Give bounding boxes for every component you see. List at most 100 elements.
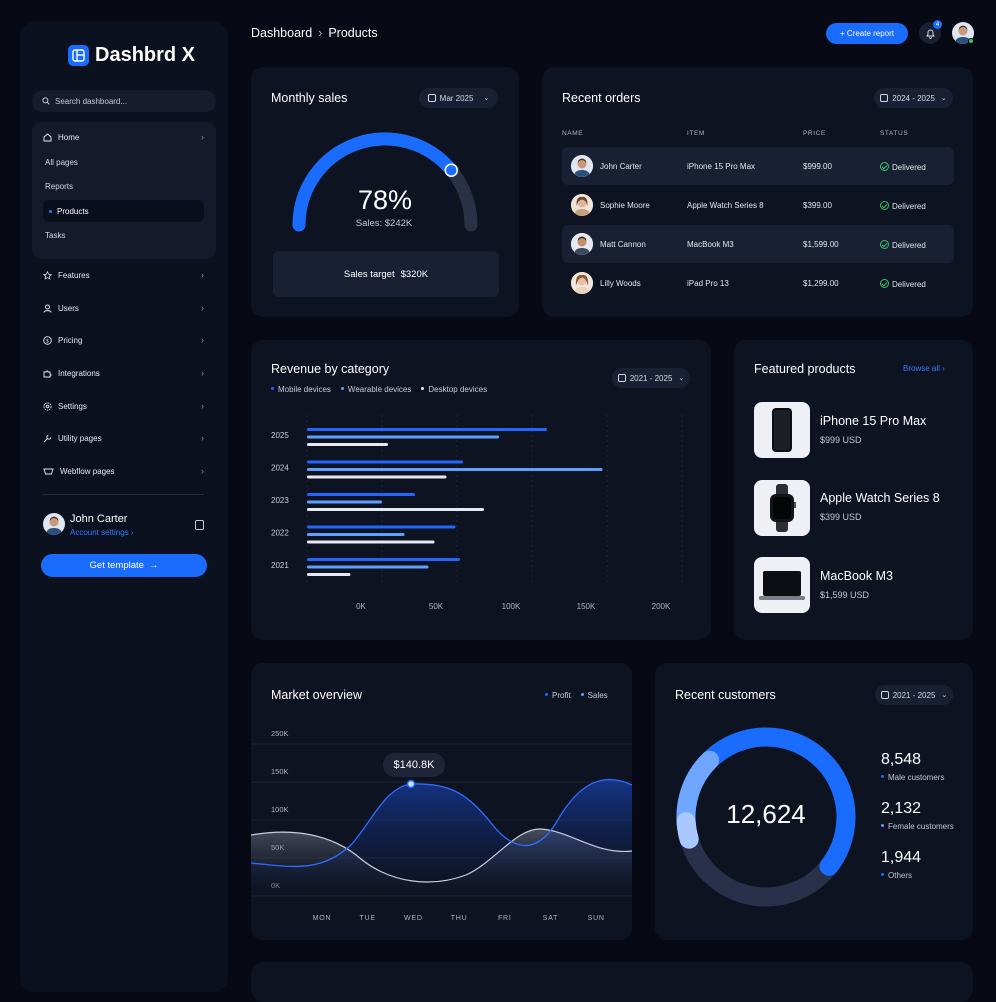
- chevron-down-icon: ⌄: [483, 95, 490, 102]
- sidebar-item-home[interactable]: Home ›: [32, 127, 216, 147]
- sidebar-item-users[interactable]: Users ›: [32, 298, 216, 318]
- col-header-item: ITEM: [687, 130, 705, 137]
- svg-text:$: $: [46, 338, 49, 344]
- sidebar-subitem-products[interactable]: Products: [43, 200, 204, 222]
- customers-period-select[interactable]: 2021 - 2025 ⌄: [875, 685, 953, 705]
- bar[interactable]: [307, 493, 415, 496]
- bar[interactable]: [307, 565, 429, 569]
- revenue-legend: Mobile devices Wearable devices Desktop …: [271, 385, 487, 394]
- bar[interactable]: [307, 533, 405, 536]
- app-title: Dashbrd X: [95, 43, 196, 66]
- recent-customers-card: Recent customers 2021 - 2025 ⌄ 12,624 8,…: [655, 663, 973, 940]
- product-image-macbook[interactable]: [754, 557, 810, 613]
- revenue-bar-chart: 0K50K100K150K200K250K2025202420232022202…: [271, 415, 683, 611]
- monthly-sales-period-select[interactable]: Mar 2025 ⌄: [419, 88, 498, 108]
- create-report-button[interactable]: + Create report: [826, 23, 908, 44]
- sidebar-collapse-icon[interactable]: [195, 520, 204, 530]
- bar[interactable]: [307, 573, 351, 576]
- bar[interactable]: [307, 558, 460, 561]
- gauge-percent: 78%: [357, 185, 413, 215]
- featured-title: Featured products: [754, 362, 856, 376]
- chevron-down-icon: ⌄: [941, 692, 948, 699]
- notifications-button[interactable]: 4: [919, 20, 942, 44]
- chevron-right-icon: ›: [201, 401, 204, 411]
- arrow-right-icon: →: [148, 560, 159, 571]
- revenue-period-select[interactable]: 2021 - 2025 ⌄: [612, 368, 690, 388]
- bar[interactable]: [307, 525, 456, 529]
- x-tick-label: WED: [404, 915, 423, 922]
- table-row[interactable]: Lilly Woods iPad Pro 13 $1,299.00 Delive…: [562, 264, 954, 302]
- sidebar-item-features[interactable]: Features ›: [32, 265, 216, 285]
- bar[interactable]: [307, 540, 435, 544]
- sidebar-subitem-all-pages[interactable]: All pages: [45, 157, 78, 167]
- x-tick-label: 50K: [429, 602, 444, 611]
- check-circle-icon: [880, 201, 889, 210]
- col-header-name: NAME: [562, 130, 584, 137]
- bar[interactable]: [307, 500, 382, 504]
- y-tick-label: 2022: [271, 529, 289, 538]
- profit-line: [251, 779, 632, 868]
- sidebar-item-pricing[interactable]: $ Pricing ›: [32, 330, 216, 350]
- product-image-watch[interactable]: [754, 480, 810, 536]
- home-icon: [43, 132, 52, 141]
- product-name[interactable]: MacBook M3: [820, 569, 893, 583]
- breadcrumb: Dashboard › Products: [251, 26, 378, 40]
- notification-badge: 4: [933, 20, 942, 29]
- bar[interactable]: [307, 443, 388, 446]
- bar[interactable]: [307, 460, 463, 464]
- sidebar-item-webflow-pages[interactable]: Webflow pages ›: [32, 461, 216, 481]
- customer-avatar: [571, 155, 593, 177]
- check-circle-icon: [880, 240, 889, 249]
- product-image-iphone[interactable]: [754, 402, 810, 458]
- bar[interactable]: [307, 428, 547, 431]
- recent-orders-title: Recent orders: [562, 91, 641, 105]
- highlight-point[interactable]: [406, 779, 416, 789]
- bottom-card: [251, 962, 973, 1002]
- account-settings-link[interactable]: Account settings ›: [70, 528, 134, 537]
- product-name[interactable]: iPhone 15 Pro Max: [820, 414, 927, 428]
- gear-icon: [43, 401, 52, 411]
- table-row[interactable]: Matt Cannon MacBook M3 $1,599.00 Deliver…: [562, 225, 954, 263]
- legend-sales: Sales: [580, 691, 608, 700]
- chevron-down-icon: ⌄: [678, 375, 685, 382]
- table-row[interactable]: Sophie Moore Apple Watch Series 8 $399.0…: [562, 186, 954, 224]
- bar[interactable]: [307, 468, 603, 471]
- market-area-chart: 250K150K100K50K0KMONTUEWEDTHUFRISATSUN: [251, 729, 632, 922]
- sidebar: Dashbrd X Search dashboard... Home › All…: [20, 22, 228, 992]
- customers-title: Recent customers: [675, 688, 776, 702]
- avatar[interactable]: [43, 513, 65, 535]
- calendar-icon: [880, 691, 889, 699]
- search-placeholder: Search dashboard...: [55, 96, 128, 106]
- sidebar-item-integrations[interactable]: Integrations ›: [32, 363, 216, 383]
- status-badge: Delivered: [880, 162, 926, 172]
- sidebar-subitem-tasks[interactable]: Tasks: [45, 230, 66, 240]
- customers-total: 12,624: [726, 799, 806, 829]
- x-tick-label: SAT: [543, 915, 559, 922]
- bar[interactable]: [307, 435, 499, 439]
- y-tick-label: 2021: [271, 561, 289, 570]
- customer-avatar: [571, 233, 593, 255]
- bar[interactable]: [307, 475, 447, 479]
- table-row[interactable]: John Carter iPhone 15 Pro Max $999.00 De…: [562, 147, 954, 185]
- legend-wearable: Wearable devices: [340, 385, 411, 394]
- bar[interactable]: [307, 508, 484, 511]
- browse-all-link[interactable]: Browse all ›: [903, 364, 945, 373]
- x-tick-label: SUN: [588, 915, 605, 922]
- search-input[interactable]: Search dashboard...: [32, 90, 216, 112]
- legend-mobile: Mobile devices: [271, 385, 331, 394]
- x-tick-label: 100K: [502, 602, 521, 611]
- revenue-card: Revenue by category Mobile devices Weara…: [251, 340, 711, 640]
- sidebar-item-utility-pages[interactable]: Utility pages ›: [32, 428, 216, 448]
- donut-others-highlight[interactable]: [676, 812, 699, 849]
- sidebar-item-settings[interactable]: Settings ›: [32, 396, 216, 416]
- recent-orders-period-select[interactable]: 2024 - 2025 ⌄: [874, 88, 953, 108]
- x-tick-label: 200K: [652, 602, 671, 611]
- get-template-button[interactable]: Get template →: [41, 554, 207, 577]
- product-name[interactable]: Apple Watch Series 8: [820, 491, 940, 505]
- gauge-knob[interactable]: [444, 163, 459, 177]
- breadcrumb-root[interactable]: Dashboard: [251, 26, 313, 40]
- app-logo[interactable]: Dashbrd X: [68, 44, 195, 66]
- home-group: [32, 122, 216, 259]
- market-legend: Profit Sales: [545, 691, 608, 700]
- sidebar-subitem-reports[interactable]: Reports: [45, 181, 74, 191]
